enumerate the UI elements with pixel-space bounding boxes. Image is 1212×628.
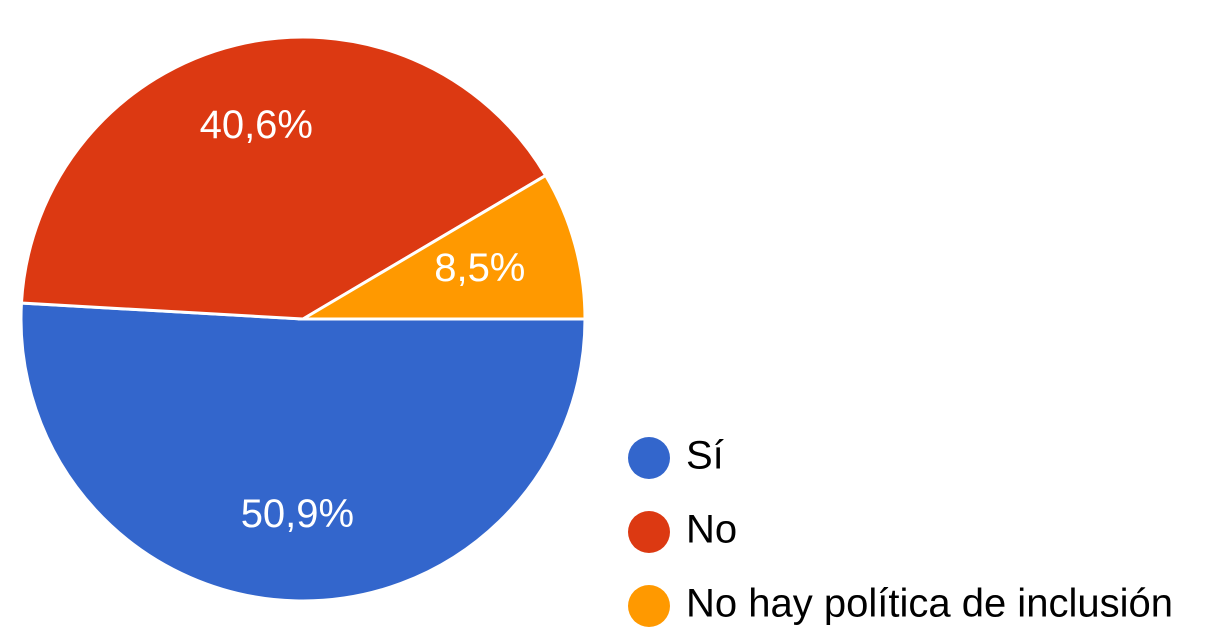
legend-marker-no xyxy=(628,511,670,553)
legend-item-si: Sí xyxy=(628,434,724,479)
legend-label-si: Sí xyxy=(686,434,724,478)
chart-legend: Sí No No hay política de inclusión xyxy=(628,434,1173,627)
pie-slice-si xyxy=(21,303,585,601)
legend-item-no-hay-politica-de-inclusion: No hay política de inclusión xyxy=(628,582,1173,627)
legend-marker-no-hay-politica-de-inclusion xyxy=(628,585,670,627)
data-label-si: 50,9% xyxy=(241,492,354,536)
legend-label-no-hay-politica-de-inclusion: No hay política de inclusión xyxy=(686,582,1173,626)
legend-item-no: No xyxy=(628,508,737,553)
data-label-no-hay-politica-de-inclusion: 8,5% xyxy=(434,246,525,290)
legend-marker-si xyxy=(628,437,670,479)
legend-label-no: No xyxy=(686,508,737,552)
data-label-no: 40,6% xyxy=(200,103,313,147)
